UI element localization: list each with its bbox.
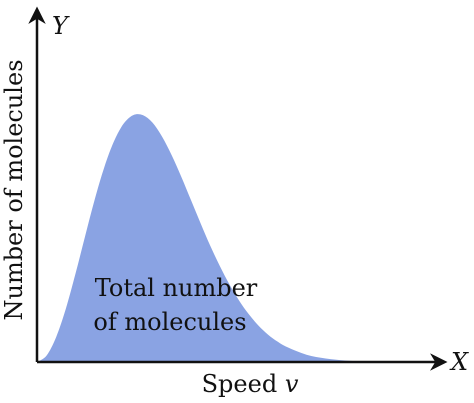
x-axis-label-text: Speed <box>202 370 285 398</box>
area-label-line-2: of molecules <box>93 308 246 336</box>
area-label-line-1: Total number <box>95 274 258 302</box>
distribution-area <box>37 114 422 362</box>
x-axis-label: Speed v <box>202 370 299 398</box>
y-axis-letter: Y <box>52 12 70 40</box>
x-axis-label-symbol: v <box>285 370 299 398</box>
x-axis-letter: X <box>449 348 469 376</box>
y-axis-label: Number of molecules <box>0 59 28 320</box>
